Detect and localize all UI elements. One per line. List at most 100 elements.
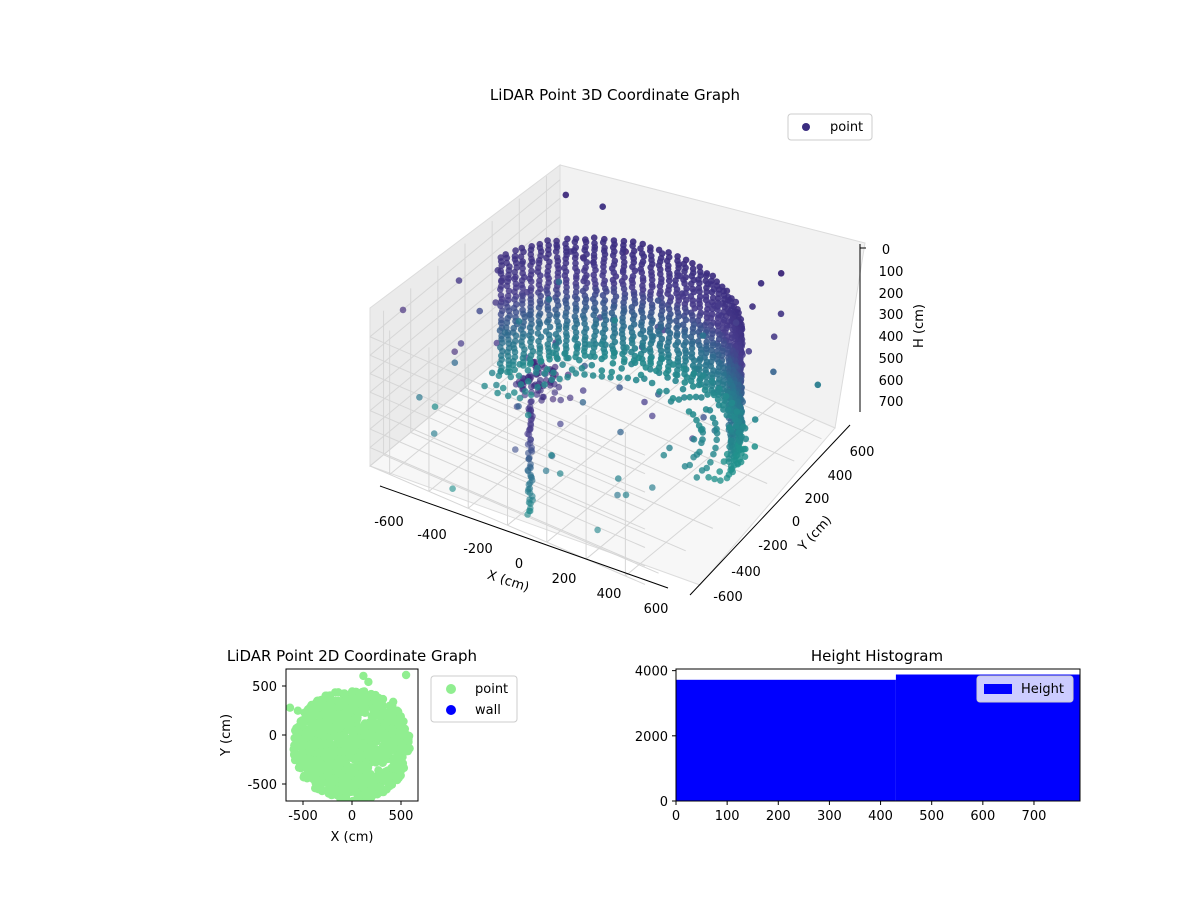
z-tick-label: 200	[879, 287, 904, 302]
data-point-3d	[683, 296, 690, 304]
data-point-3d	[564, 235, 571, 243]
data-point-3d	[496, 327, 504, 334]
data-point-2d	[398, 752, 407, 762]
data-point-3d	[689, 325, 697, 332]
data-point-3d	[591, 323, 598, 331]
x-tick-label: 400	[597, 587, 622, 602]
data-point-3d	[630, 321, 638, 328]
legend-label-point: point	[830, 120, 863, 135]
data-point-3d	[544, 306, 552, 314]
data-point-3d	[545, 296, 553, 303]
data-point-3d	[601, 251, 609, 258]
data-point-3d	[546, 311, 553, 319]
data-point-2d	[359, 671, 368, 681]
data-point-3d	[511, 353, 519, 361]
data-point-3d	[665, 249, 672, 256]
legend-label-point: point	[475, 682, 508, 697]
grid-line	[369, 234, 561, 393]
data-point-3d	[515, 403, 522, 410]
x-axis-label-3d: X (cm)	[485, 568, 531, 596]
data-point-3d	[732, 319, 740, 327]
data-point-2d	[389, 743, 398, 753]
data-point-3d	[703, 288, 710, 296]
data-point-2d	[382, 774, 391, 783]
data-point-3d	[559, 361, 566, 369]
legend-3d: point	[787, 113, 873, 141]
data-point-3d	[590, 254, 598, 262]
x-ticks-2d: -500 0 500	[288, 801, 413, 824]
data-point-3d	[680, 365, 688, 373]
data-point-2d	[393, 773, 402, 783]
data-point-3d	[666, 330, 674, 337]
data-point-3d	[544, 237, 551, 244]
data-point-3d	[620, 285, 628, 293]
data-point-3d	[571, 238, 579, 246]
data-point-2d	[385, 781, 394, 791]
data-point-3d	[551, 389, 559, 396]
data-point-3d	[728, 465, 736, 473]
data-point-3d	[715, 322, 722, 330]
y-tick-label: -400	[731, 565, 761, 580]
data-point-2d	[352, 706, 361, 715]
data-point-2d	[364, 677, 373, 687]
data-point-3d	[609, 360, 617, 367]
data-point-3d	[688, 340, 696, 348]
data-point-3d	[511, 296, 518, 303]
data-point-3d	[664, 367, 672, 374]
data-point-3d	[598, 340, 605, 348]
data-point-3d	[735, 429, 743, 436]
data-point-3d	[639, 360, 647, 367]
data-point-2d	[376, 711, 386, 721]
data-point-3d	[698, 349, 705, 357]
z-tick-label: 0	[882, 243, 890, 258]
data-point-2d	[353, 794, 362, 801]
data-point-3d	[621, 274, 628, 281]
data-point-3d	[635, 354, 642, 362]
data-point-3d	[690, 276, 698, 284]
data-point-3d	[615, 475, 622, 482]
data-point-3d	[715, 301, 723, 309]
data-point-3d	[589, 372, 597, 379]
data-point-3d	[501, 329, 509, 336]
data-point-3d	[579, 399, 587, 406]
data-point-3d	[564, 373, 571, 381]
data-point-3d	[556, 470, 564, 477]
data-point-3d	[649, 412, 656, 420]
data-point-3d	[647, 340, 655, 347]
data-point-3d	[562, 255, 569, 262]
y-axis-line	[689, 424, 851, 596]
data-point-2d	[290, 741, 299, 750]
x-tick-label: 500	[389, 809, 414, 824]
data-point-3d	[527, 436, 534, 443]
data-point-3d	[517, 381, 525, 388]
data-point-2d	[354, 752, 364, 762]
data-point-3d	[630, 312, 638, 319]
data-point-3d	[527, 246, 535, 254]
data-point-3d	[667, 294, 675, 301]
data-point-3d	[527, 500, 534, 508]
data-point-3d	[696, 377, 703, 384]
y-tick-label: 600	[850, 445, 875, 460]
data-point-2d	[373, 700, 382, 709]
data-point-2d	[333, 714, 342, 723]
x-tick-label: 0	[515, 557, 523, 572]
data-point-3d	[522, 388, 529, 395]
data-point-3d	[581, 307, 588, 314]
data-point-2d	[340, 689, 349, 698]
data-point-3d	[481, 382, 488, 390]
data-point-3d	[630, 247, 638, 255]
data-point-3d	[679, 321, 687, 329]
data-point-3d	[641, 334, 648, 342]
data-point-3d	[696, 288, 703, 295]
data-point-3d	[492, 299, 500, 306]
data-point-3d	[593, 287, 600, 295]
data-point-3d	[520, 248, 527, 256]
data-point-3d	[505, 307, 513, 315]
data-point-3d	[592, 307, 599, 315]
y-tick-label: 2000	[635, 730, 668, 745]
data-point-3d	[814, 381, 822, 389]
data-point-3d	[638, 303, 646, 310]
data-point-3d	[602, 316, 610, 324]
data-point-3d	[666, 273, 673, 280]
x-tick-label: 700	[1022, 809, 1047, 824]
